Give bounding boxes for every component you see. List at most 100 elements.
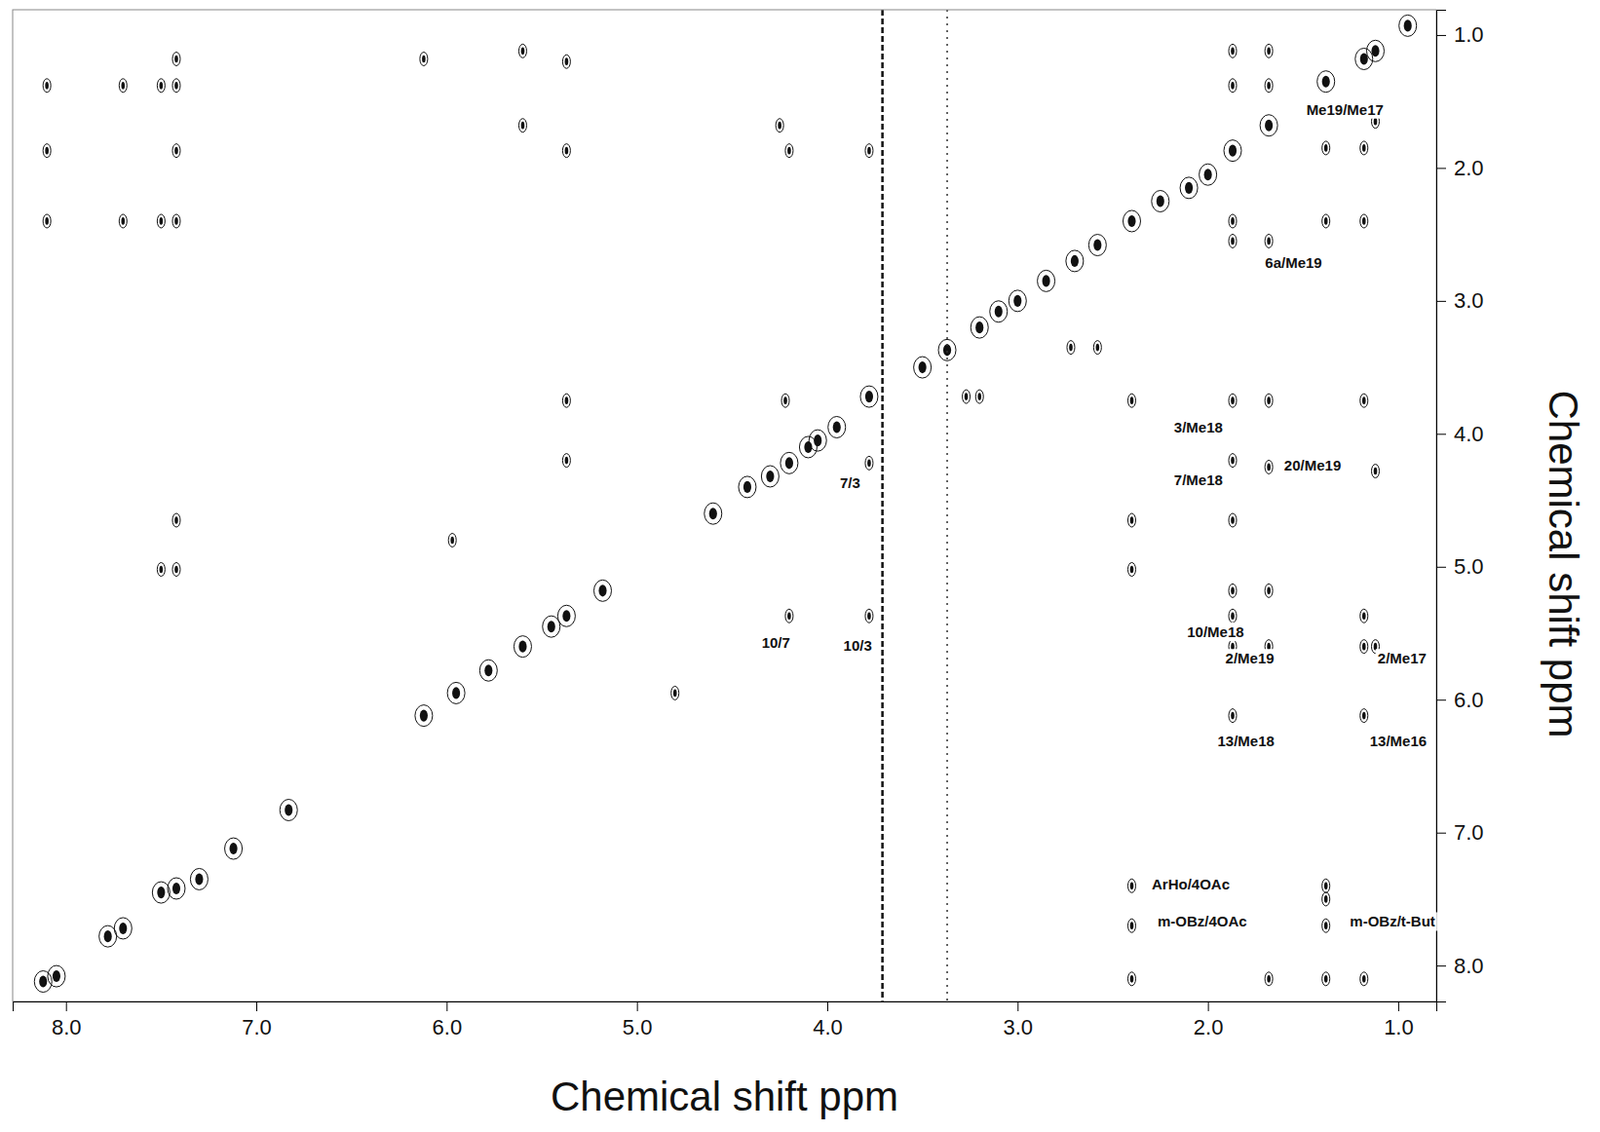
cross-peak [1322, 892, 1331, 907]
contour-inner [777, 121, 782, 130]
contour-inner [1322, 76, 1331, 88]
contour-outer [1228, 609, 1237, 623]
contour-outer [1223, 140, 1242, 162]
contour-outer [479, 659, 497, 682]
contour-outer [1259, 114, 1278, 137]
cross-peak [172, 51, 181, 66]
cross-peak [114, 917, 132, 940]
contour-inner [1230, 81, 1235, 90]
cross-peak [1228, 78, 1237, 93]
contour-outer [518, 43, 527, 58]
contour-outer [914, 356, 932, 379]
cross-peak [1151, 190, 1170, 213]
contour-inner [1266, 396, 1271, 405]
cross-peak [279, 799, 298, 821]
contour-inner [943, 343, 952, 356]
contour-inner [867, 458, 872, 467]
cross-peak [1264, 233, 1273, 248]
contour-inner [159, 217, 164, 226]
contour-inner [1362, 396, 1367, 405]
contour-inner [1230, 396, 1235, 405]
cross-peak [1360, 214, 1369, 229]
contour-inner [156, 886, 165, 899]
cross-peak [1317, 71, 1335, 93]
contour-inner [1230, 586, 1235, 595]
contour-inner [1130, 921, 1135, 930]
contour-inner [118, 922, 127, 935]
label-patch [1172, 470, 1225, 490]
cross-peak [1228, 233, 1237, 248]
contour-outer [279, 799, 298, 821]
contour-inner [1324, 881, 1329, 890]
cross-peak [542, 615, 561, 638]
peak-label: Me19/Me17 [1306, 101, 1384, 118]
contour-outer [42, 144, 51, 158]
t1-noise-streak [880, 9, 884, 1002]
contour-inner [1230, 611, 1235, 620]
contour-outer [1360, 609, 1369, 623]
contour-outer [562, 454, 571, 468]
contour-outer [593, 579, 611, 602]
cross-peak [172, 513, 181, 528]
cross-peak [1180, 177, 1198, 199]
y-tick: 6.0 [1436, 687, 1485, 713]
y-tick: 3.0 [1436, 288, 1485, 313]
x-tick-label: 4.0 [812, 1015, 843, 1040]
y-tick: 8.0 [1436, 953, 1485, 979]
contour-outer [1264, 78, 1273, 93]
t1-noise-streak [946, 9, 949, 1002]
cross-peak [775, 118, 784, 133]
contour-outer [1066, 250, 1084, 272]
contour-outer [518, 118, 527, 133]
cross-peak [970, 316, 989, 339]
x-axis-line [13, 1002, 1438, 1013]
cross-peak [785, 144, 794, 158]
contour-outer [415, 705, 433, 727]
contour-outer [860, 385, 878, 408]
cross-peak [780, 452, 799, 474]
label-patch [1223, 648, 1277, 668]
contour-inner [562, 609, 571, 622]
y-axis: 1.02.03.04.05.06.07.08.0 [1436, 10, 1485, 1003]
peak-label: 13/Me18 [1217, 732, 1274, 750]
contour-outer [513, 636, 532, 658]
x-tick-label: 5.0 [622, 1015, 653, 1040]
contour-outer [118, 214, 127, 229]
contour-inner [867, 147, 872, 155]
contour-outer [225, 838, 243, 860]
label-patch [1347, 912, 1437, 931]
contour-inner [865, 390, 874, 403]
contour-inner [174, 81, 179, 90]
contour-outer [975, 389, 984, 404]
contour-inner [1373, 467, 1378, 476]
peak-label: m-OBz/4OAc [1157, 913, 1248, 930]
contour-outer [190, 868, 208, 890]
contour-inner [172, 882, 181, 895]
y-tick: 7.0 [1436, 820, 1485, 845]
contour-outer [962, 389, 971, 404]
contour-inner [174, 55, 179, 64]
label-patch [1282, 456, 1343, 475]
cross-peak [562, 393, 571, 408]
contour-inner [229, 842, 238, 855]
contour-outer [1322, 918, 1331, 933]
contour-outer [1360, 141, 1369, 155]
y-tick-label: 4.0 [1453, 421, 1485, 447]
contour-outer [167, 877, 186, 900]
cross-peak [865, 144, 874, 158]
peak-label: 6a/Me19 [1264, 254, 1322, 271]
cross-peak [1322, 878, 1331, 893]
contour-outer [1093, 341, 1102, 355]
cross-peak [172, 563, 181, 577]
x-tick-mark [1208, 1001, 1210, 1012]
label-patch [760, 633, 793, 652]
contour-inner [867, 611, 872, 620]
cross-peak [172, 78, 181, 93]
peak-label: 10/3 [843, 637, 873, 654]
contour-inner [1127, 215, 1136, 228]
contour-outer [1360, 640, 1369, 654]
y-axis-title: Chemical shift ppm [1540, 389, 1587, 738]
contour-outer [1322, 878, 1331, 893]
y-tick: 2.0 [1436, 155, 1485, 181]
contour-inner [1371, 44, 1379, 57]
